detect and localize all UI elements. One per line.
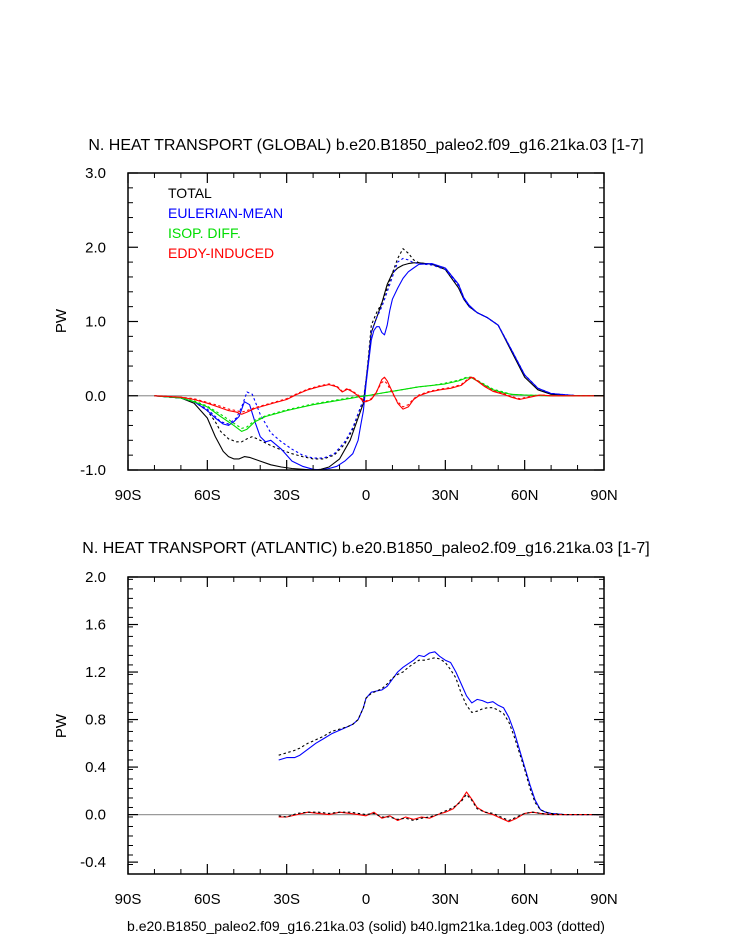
y-tick-label: 1.2: [85, 664, 106, 681]
x-tick-label: 90N: [590, 891, 618, 908]
y-tick-label: -0.4: [80, 854, 106, 871]
global-chart-title: N. HEAT TRANSPORT (GLOBAL) b.e20.B1850_p…: [88, 137, 643, 154]
legend-eulerian-mean: EULERIAN-MEAN: [168, 205, 283, 221]
figure-footer: b.e20.B1850_paleo2.f09_g16.21ka.03 (soli…: [127, 918, 605, 934]
series-line-eddy-induced-solid: [278, 791, 604, 823]
series-line-eulerian-mean-dotted: [154, 257, 604, 459]
y-tick-label: 3.0: [85, 165, 106, 182]
global-chart-series: [154, 248, 604, 471]
y-tick-label: 0.8: [85, 712, 106, 729]
y-tick-label: 1.0: [85, 314, 106, 331]
x-tick-label: 60N: [511, 891, 539, 908]
atlantic-chart-ylabel: PW: [53, 713, 70, 738]
y-tick-label: 2.0: [85, 569, 106, 586]
series-line-total-solid: [154, 262, 604, 471]
atlantic-chart-title: N. HEAT TRANSPORT (ATLANTIC) b.e20.B1850…: [82, 540, 649, 557]
atlantic-chart: N. HEAT TRANSPORT (ATLANTIC) b.e20.B1850…: [53, 540, 650, 908]
x-tick-label: 90N: [590, 487, 618, 504]
series-line-total-dotted: [154, 248, 604, 460]
x-tick-label: 30S: [273, 891, 300, 908]
y-tick-label: 0.0: [85, 388, 106, 405]
legend-isop-diff: ISOP. DIFF.: [168, 225, 241, 241]
y-tick-label: -1.0: [80, 462, 106, 479]
y-tick-label: 2.0: [85, 239, 106, 256]
global-chart: N. HEAT TRANSPORT (GLOBAL) b.e20.B1850_p…: [53, 137, 644, 504]
x-tick-label: 90S: [115, 891, 142, 908]
x-tick-label: 0: [362, 487, 370, 504]
atlantic-chart-series: [278, 651, 604, 823]
x-tick-label: 0: [362, 891, 370, 908]
global-chart-legend: TOTAL EULERIAN-MEAN ISOP. DIFF. EDDY-IND…: [168, 185, 283, 261]
atlantic-chart-frame: [127, 576, 605, 875]
x-tick-label: 30N: [432, 487, 460, 504]
x-tick-label: 60S: [194, 891, 221, 908]
atlantic-chart-ticks: 90S 60S 30S 0 30N 60N 90N -0.4 0.0 0.4 0.8 1.2 1.6 2.…: [80, 569, 618, 908]
series-line-eulerian-mean-solid: [278, 651, 604, 816]
y-tick-label: 0.4: [85, 759, 106, 776]
y-tick-label: 0.0: [85, 807, 106, 824]
series-line-eulerian-mean-dotted: [278, 657, 604, 816]
legend-eddy-induced: EDDY-INDUCED: [168, 245, 274, 261]
series-line-eddy-induced-dotted: [278, 793, 604, 822]
x-tick-label: 30S: [273, 487, 300, 504]
legend-total: TOTAL: [168, 185, 212, 201]
global-chart-ticks: 90S 60S 30S 0 30N 60N 90N -1.0 0.0 1.0 2.0 3.0: [80, 165, 618, 504]
series-line-isop-diff-dotted: [154, 376, 604, 429]
series-line-eulerian-mean-solid: [154, 263, 604, 471]
x-tick-label: 90S: [115, 487, 142, 504]
series-line-eddy-induced-dotted: [154, 375, 604, 413]
x-tick-label: 30N: [432, 891, 460, 908]
x-tick-label: 60S: [194, 487, 221, 504]
y-tick-label: 1.6: [85, 617, 106, 634]
x-tick-label: 60N: [511, 487, 539, 504]
series-line-eddy-induced-solid: [154, 376, 604, 415]
global-chart-ylabel: PW: [53, 308, 70, 333]
